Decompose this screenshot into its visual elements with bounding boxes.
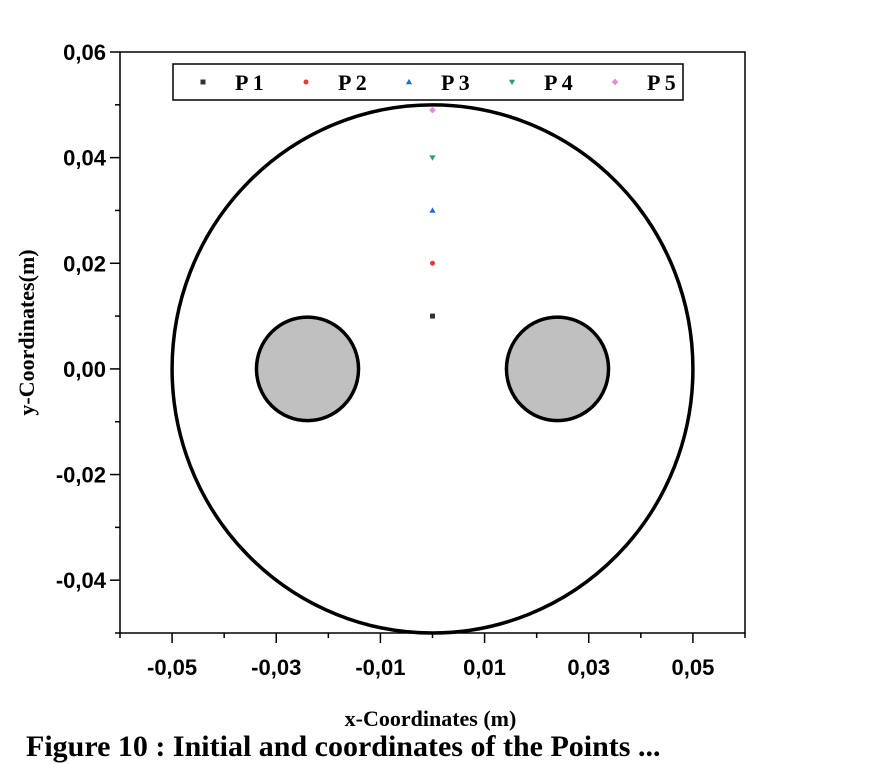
data-point-p5 (429, 106, 436, 114)
outer-boundary (170, 103, 695, 635)
points-layer (429, 106, 436, 319)
legend-marker-p3 (405, 78, 413, 85)
x-tick-label: 0,05 (672, 655, 715, 680)
y-tick-label: 0,00 (63, 357, 106, 382)
y-tick-label: 0,02 (63, 251, 106, 276)
y-axis-title: y-Coordinates(m) (14, 249, 39, 415)
x-tick-label: -0,03 (251, 655, 301, 680)
data-point-p1 (430, 313, 435, 319)
x-tick-label: -0,01 (355, 655, 405, 680)
y-axis: -0,04 -0,02 0,00 0,02 0,04 0,06 (56, 40, 120, 634)
legend-marker-p5 (611, 78, 619, 86)
right-cylinder (504, 315, 611, 423)
legend-marker-p4 (508, 79, 516, 86)
legend-box (172, 63, 684, 101)
legend-label-p2: P 2 (338, 70, 367, 95)
legend-marker-p1 (200, 79, 206, 85)
legend-label-p4: P 4 (544, 70, 573, 95)
legend-label-p5: P 5 (647, 70, 676, 95)
legend-marker-p2 (303, 79, 309, 85)
x-tick-label: 0,03 (567, 655, 610, 680)
y-tick-label: 0,06 (63, 40, 106, 65)
x-axis: -0,05 -0,03 -0,01 0,01 0,03 0,05 (119, 633, 746, 680)
y-tick-label: -0,02 (56, 463, 106, 488)
data-point-p4 (429, 155, 436, 161)
plot-frame (119, 51, 746, 634)
figure-caption: Figure 10 : Initial and coordinates of t… (26, 730, 661, 763)
y-tick-label: 0,04 (63, 146, 107, 171)
shapes-layer (170, 103, 695, 635)
data-point-p3 (429, 207, 436, 213)
left-cylinder (254, 315, 361, 423)
y-tick-label: -0,04 (56, 568, 107, 593)
x-axis-title: x-Coordinates (m) (345, 706, 517, 731)
legend-label-p3: P 3 (441, 70, 470, 95)
legend-label-p1: P 1 (235, 70, 264, 95)
chart-svg: -0,05 -0,03 -0,01 0,01 0,03 0,05 -0,04 -0,02 0,… (14, 40, 746, 731)
legend: P 1 P 2 P 3 P 4 P 5 (172, 63, 684, 101)
data-point-p2 (430, 260, 435, 266)
x-tick-label: -0,05 (147, 655, 197, 680)
x-tick-label: 0,01 (463, 655, 506, 680)
